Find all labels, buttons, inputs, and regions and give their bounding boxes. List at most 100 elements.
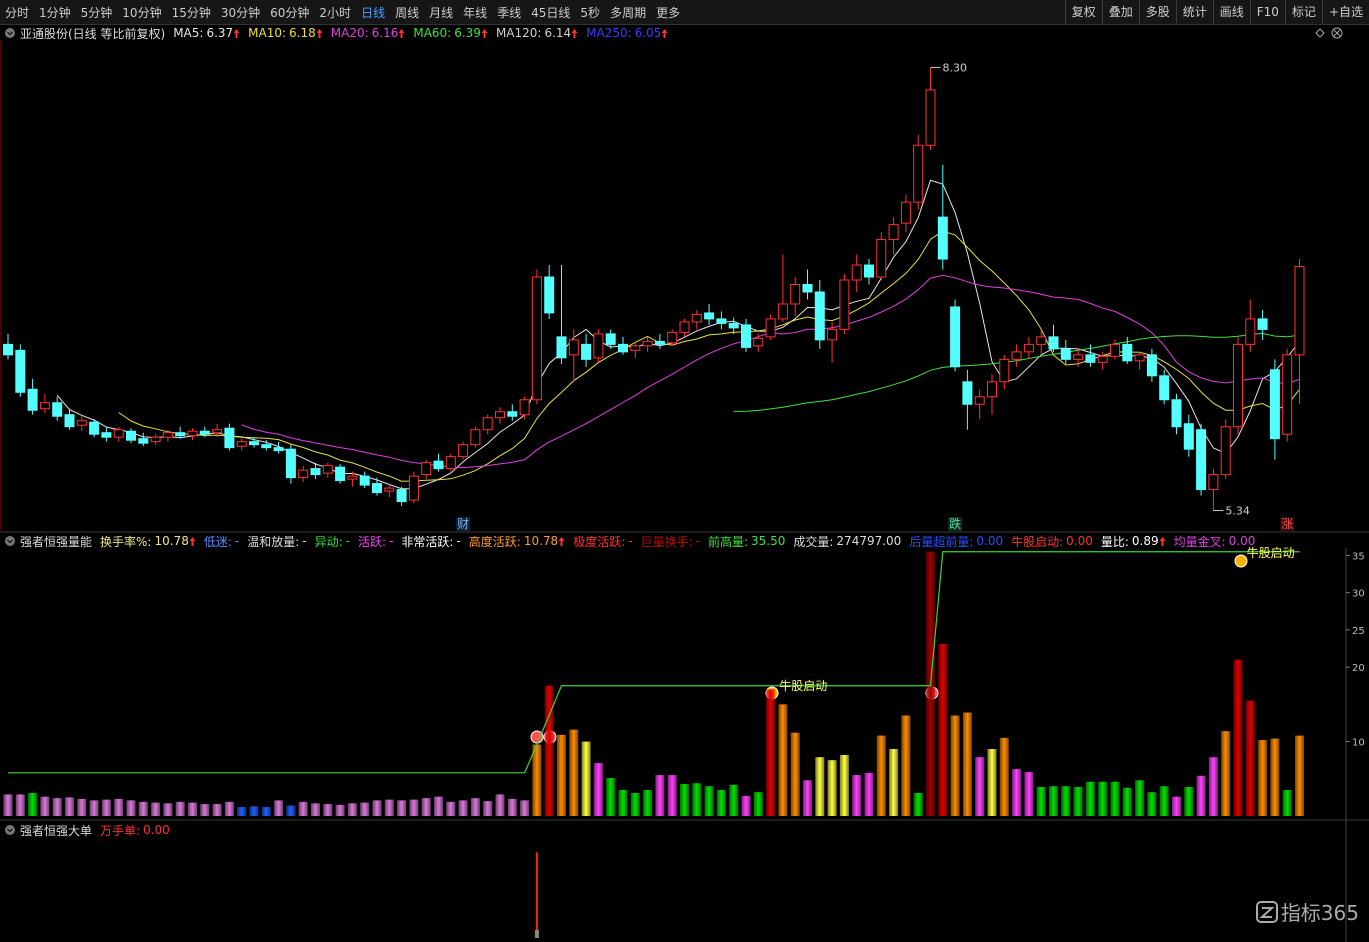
candle-body [458, 444, 469, 458]
legend-value: 0.00 [143, 823, 170, 837]
volume-bar [544, 685, 554, 816]
trend-line [8, 551, 1300, 774]
up-arrow [1159, 536, 1166, 546]
candle-body [913, 144, 924, 203]
tool-button[interactable]: 叠加 [1101, 0, 1139, 24]
legend-value: 35.50 [751, 534, 786, 548]
top-right-icons [1315, 27, 1343, 39]
tool-button[interactable]: F10 [1249, 0, 1285, 24]
period-tab[interactable]: 分时 [5, 5, 30, 20]
watermark: 指标365 [1255, 897, 1359, 926]
volume-bar [1184, 786, 1194, 816]
volume-bar [89, 800, 99, 816]
period-tab[interactable]: 年线 [463, 5, 488, 20]
candle-body [987, 381, 997, 398]
volume-bar [1270, 738, 1280, 816]
period-tabs: 分时 1分钟 5分钟 10分钟 15分钟 30分钟 60分钟 2小时 日线 周线 月线 年线 季线 45日… [0, 4, 685, 21]
period-tab[interactable]: 月线 [429, 5, 454, 20]
tool-buttons: 复权 叠加 多股 统计 画线 F10 标记 +自选 [1064, 0, 1369, 24]
period-tab[interactable]: 60分钟 [270, 5, 310, 20]
candle-body [224, 427, 235, 449]
candle-body [126, 430, 136, 441]
legend-label: 异动: [314, 534, 343, 549]
period-tab[interactable]: 2小时 [319, 5, 352, 20]
legend-item: 极度活跃: - [573, 533, 632, 550]
candle-body [39, 402, 50, 410]
legend-item: 万手单: 0.00 [100, 822, 170, 839]
period-tab[interactable]: 45日线 [531, 5, 571, 20]
candle-body [630, 345, 641, 351]
signal-label: 牛股启动 [1247, 545, 1295, 560]
candle-body [1122, 343, 1133, 362]
candle-body [1208, 474, 1219, 491]
legend-value: 0.00 [976, 534, 1004, 548]
event-marker: 涨 [1281, 516, 1293, 531]
volume-bar [766, 689, 776, 816]
legend-label: 牛股启动: [1011, 534, 1064, 549]
volume-bar [520, 800, 530, 816]
legend-label: MA10: [248, 26, 287, 40]
candle-body [335, 466, 346, 482]
period-tab[interactable]: 多周期 [610, 5, 647, 20]
candle-body [1048, 336, 1059, 350]
volume-bar [1295, 735, 1304, 816]
volume-bar [163, 803, 173, 816]
legend-title: 强者恒强大单 [20, 823, 93, 838]
candle-body [999, 358, 1010, 383]
legend-value: - [345, 534, 350, 548]
bottom-legend: 强者恒强大单 万手单: 0.00 [4, 822, 170, 839]
period-tab[interactable]: 周线 [395, 5, 420, 20]
period-tab[interactable]: 1分钟 [39, 5, 71, 20]
collapse-icon[interactable] [4, 535, 16, 547]
candle-body [1073, 354, 1084, 360]
period-tab[interactable]: 30分钟 [220, 5, 261, 20]
volume-bar [360, 802, 370, 816]
main-legend: 亚通股份(日线 等比前复权) MA5: 6.37 MA10: 6.18 MA20: 6.16… [4, 26, 668, 41]
legend-item: 高度活跃: 10.78 [469, 533, 565, 550]
candle-body [741, 324, 751, 348]
event-marker-box [948, 517, 963, 531]
volume-bar [495, 794, 505, 816]
up-arrow [558, 536, 565, 546]
collapse-circle [5, 28, 15, 38]
period-tab[interactable]: 季线 [497, 5, 522, 20]
candle-body [1171, 399, 1182, 428]
up-arrow-shape [661, 28, 668, 38]
tool-button[interactable]: 统计 [1175, 0, 1213, 24]
volume-bar [397, 800, 407, 816]
volume-bar [3, 794, 13, 816]
up-arrow [661, 28, 668, 38]
volume-bar [1085, 781, 1095, 816]
period-tab[interactable]: 日线 [361, 5, 386, 20]
legend-item: 均量金叉: 0.00 [1174, 533, 1256, 550]
candle-body [679, 321, 690, 333]
legend-label: 低迷: [203, 534, 232, 549]
candle-body [839, 279, 850, 330]
period-tab[interactable]: 15分钟 [171, 5, 211, 20]
candle-body [433, 460, 444, 470]
legend-item: 换手率%: 10.78 [100, 533, 196, 550]
tool-button[interactable]: 标记 [1284, 0, 1322, 24]
volume-bar [151, 802, 161, 816]
period-tab[interactable]: 10分钟 [122, 5, 162, 20]
period-tab[interactable]: 5秒 [580, 5, 601, 20]
volume-bar [483, 801, 493, 816]
volume-bar [1122, 787, 1132, 816]
tool-button[interactable]: 画线 [1212, 0, 1250, 24]
tool-button[interactable]: 多股 [1138, 0, 1176, 24]
period-tab[interactable]: 更多 [656, 5, 681, 20]
legend-value: 274797.00 [836, 534, 902, 548]
candle-body [273, 447, 284, 452]
volume-bar [778, 704, 788, 816]
up-arrow-shape [481, 28, 488, 38]
collapse-icon[interactable] [4, 27, 16, 39]
collapse-icon[interactable] [4, 824, 16, 836]
legend-value: 0.00 [1228, 534, 1256, 548]
tool-button[interactable]: 复权 [1064, 0, 1102, 24]
period-tab[interactable]: 5分钟 [80, 5, 113, 20]
volume-legend: 强者恒强量能 换手率%: 10.78 低迷: - 温和放量: - 异动: - 活跃: - 非常活跃: -… [4, 533, 1256, 550]
volume-bar [286, 805, 296, 816]
tool-button[interactable]: +自选 [1321, 0, 1369, 24]
volume-bar [372, 800, 382, 816]
